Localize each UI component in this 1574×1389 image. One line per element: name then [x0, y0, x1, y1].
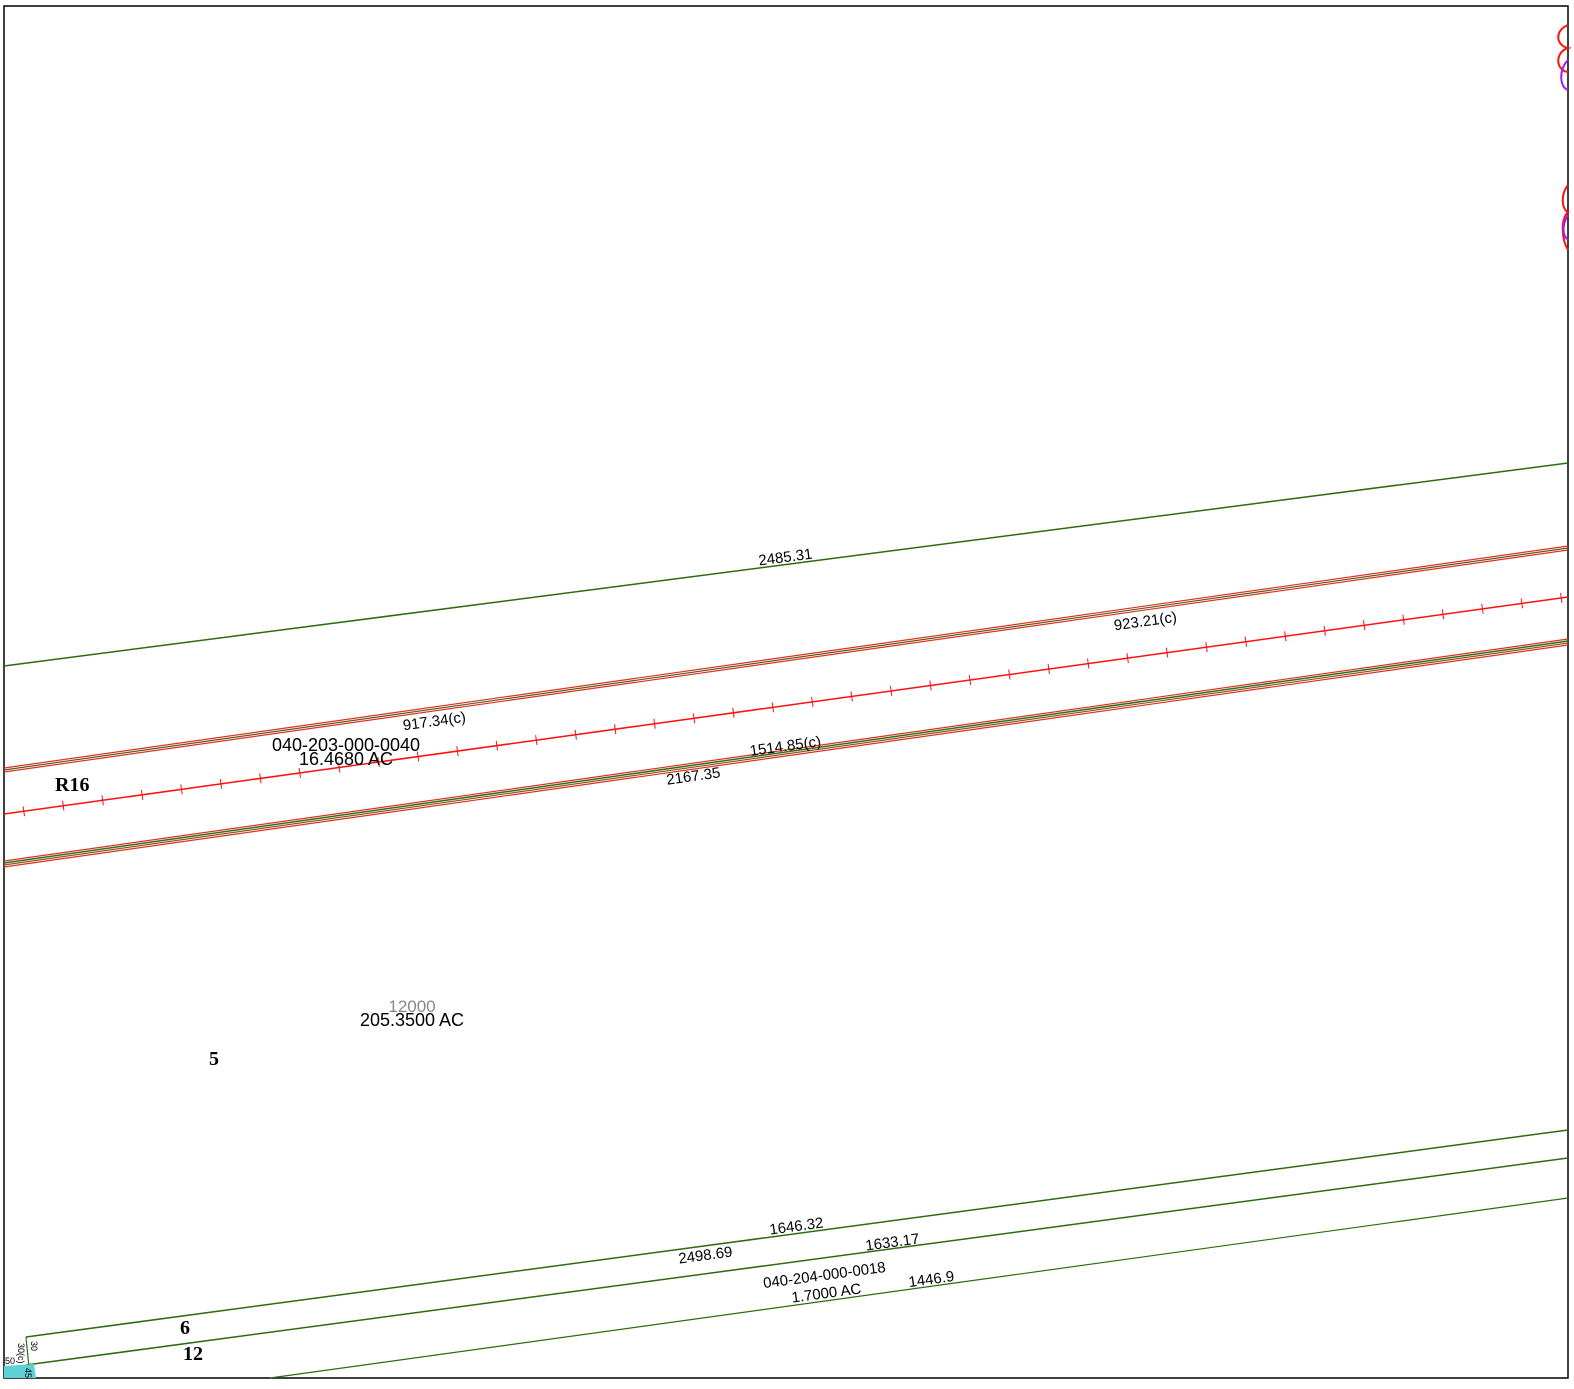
- dimension-label: 30: [29, 1341, 39, 1351]
- railroad-tie: [1520, 598, 1524, 609]
- parcel-line: [269, 1197, 1569, 1379]
- parcel-area: 205.3500 AC: [360, 1010, 464, 1030]
- railroad-tie: [929, 680, 932, 691]
- curls: [1557, 24, 1572, 251]
- railroad: [3, 596, 1569, 815]
- railroad-tie: [1560, 592, 1563, 603]
- dimension-label: 50: [5, 1356, 15, 1366]
- railroad-tie: [692, 713, 696, 724]
- parcel-id: 040-203-000-0040: [272, 735, 420, 755]
- railroad-tie: [219, 778, 223, 789]
- railroad-tie: [574, 729, 577, 740]
- rail-upper: [3, 545, 1569, 773]
- railroad-tie: [1441, 609, 1445, 620]
- railroad-tie: [416, 751, 420, 762]
- rail-lower: [3, 638, 1569, 868]
- dimension-label: 1446.9: [907, 1268, 955, 1291]
- section-number: 6: [180, 1317, 190, 1339]
- corner-parcel: [4, 1364, 36, 1378]
- parcel-id: 12000: [388, 997, 435, 1016]
- railroad-tie: [771, 702, 775, 713]
- railroad-tie: [1362, 620, 1366, 631]
- railroad-tie: [62, 800, 65, 811]
- railroad-tie: [140, 789, 144, 800]
- dimension-label: 1646.32: [768, 1215, 824, 1239]
- dimension-label: 2498.69: [677, 1244, 733, 1268]
- section-number: 5: [209, 1048, 219, 1070]
- railroad-tie: [1481, 603, 1484, 614]
- railroad-tie: [1323, 625, 1326, 636]
- railroad-tie: [259, 773, 262, 784]
- railroad-tie: [338, 762, 341, 773]
- railroad-tie: [1244, 636, 1248, 647]
- railroad-tie: [653, 718, 656, 729]
- railroad-tie: [495, 740, 499, 751]
- railroad-tie: [1126, 653, 1129, 664]
- dimension-label: 1633.17: [864, 1231, 920, 1255]
- railroad-tie: [613, 724, 617, 735]
- railroad-tie: [298, 767, 301, 778]
- railroad-tie: [732, 707, 735, 718]
- dimension-label: 923.21(c): [1113, 609, 1178, 635]
- parcel-line: [25, 1157, 1569, 1366]
- range-label: R16: [55, 774, 89, 796]
- railroad-tie: [1047, 664, 1050, 675]
- railroad-tie: [1008, 669, 1011, 680]
- railroad-tie: [1402, 614, 1405, 625]
- railroad-tie: [22, 806, 25, 817]
- dimension-label: 30(c): [16, 1343, 26, 1364]
- railroad-tie: [377, 757, 380, 768]
- railroad-tie: [811, 696, 814, 707]
- section-number: 12: [183, 1343, 203, 1365]
- parcel-line: [3, 462, 1569, 667]
- dimension-label: 45: [23, 1368, 33, 1378]
- railroad-tie: [968, 674, 972, 685]
- railroad-tie: [1284, 631, 1287, 642]
- railroad-tie: [456, 746, 459, 757]
- railroad-tie: [101, 795, 104, 806]
- railroad-tie: [535, 735, 538, 746]
- railroad-tie: [889, 685, 893, 696]
- railroad-tie: [1205, 642, 1208, 653]
- railroad-ties: [22, 592, 1563, 817]
- railroad-tie: [1165, 647, 1169, 658]
- parcel-line: [25, 1129, 1569, 1338]
- parcel-area: 16.4680 AC: [299, 749, 393, 769]
- dimension-label: 2485.31: [757, 546, 813, 570]
- railroad-tie: [180, 784, 183, 795]
- railroad-tie: [850, 691, 853, 702]
- railroad-tie: [1087, 658, 1090, 669]
- map-frame: [3, 5, 1569, 1379]
